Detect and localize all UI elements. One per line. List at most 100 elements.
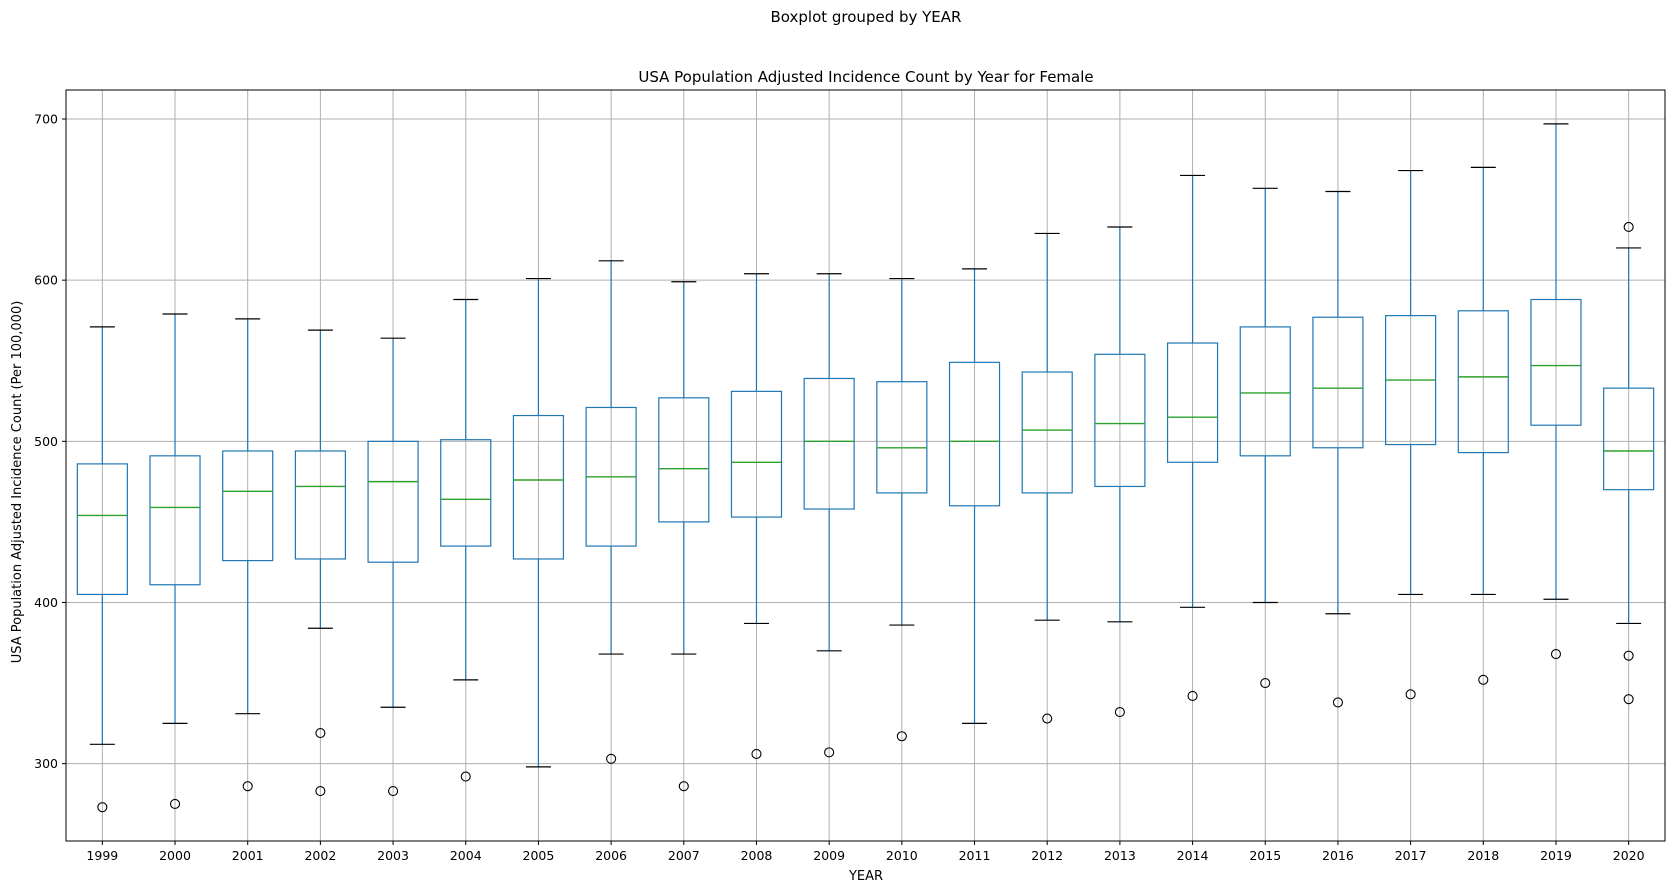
grid-lines — [66, 90, 1665, 841]
iqr-box — [440, 439, 492, 547]
x-tick-label: 2006 — [595, 848, 627, 863]
box-2004 — [440, 298, 492, 782]
y-tick-label: 400 — [34, 595, 58, 610]
iqr-box — [367, 440, 419, 563]
iqr-box — [1166, 342, 1219, 463]
iqr-box — [1603, 387, 1655, 491]
iqr-box — [294, 450, 346, 560]
axis-ticks: 300 400 500 600 700 1999 2000 2001 2002 2003 2004 2… — [34, 112, 1644, 863]
x-tick-label: 2010 — [886, 848, 918, 863]
flier-point — [1405, 689, 1416, 700]
flier-point — [1478, 674, 1489, 685]
flier-point — [1623, 650, 1634, 661]
x-tick-label: 2001 — [232, 848, 264, 863]
flier-point — [1623, 694, 1634, 705]
flier-point — [1623, 221, 1634, 233]
x-tick-label: 2013 — [1104, 848, 1136, 863]
box-2000 — [149, 313, 201, 809]
plot-frame — [65, 89, 1666, 842]
iqr-box — [512, 414, 565, 560]
iqr-box — [1094, 353, 1146, 488]
box-1999 — [76, 326, 128, 813]
box-2011 — [948, 268, 1001, 724]
box-2008 — [730, 273, 783, 760]
box-2018 — [1457, 166, 1509, 685]
y-tick-label: 500 — [34, 434, 58, 449]
chart-suptitle: Boxplot grouped by YEAR — [771, 8, 962, 26]
boxes — [76, 123, 1655, 813]
x-tick-label: 2008 — [741, 848, 773, 863]
x-tick-label: 1999 — [86, 848, 118, 863]
box-2010 — [876, 277, 928, 742]
box-2003 — [367, 337, 419, 797]
box-2020 — [1603, 221, 1655, 705]
iqr-box — [1239, 326, 1291, 457]
x-tick-label: 2011 — [959, 848, 991, 863]
x-tick-label: 2007 — [668, 848, 700, 863]
x-tick-label: 2019 — [1540, 848, 1572, 863]
iqr-box — [1021, 371, 1073, 494]
y-tick-label: 300 — [34, 756, 58, 771]
box-2007 — [658, 281, 710, 792]
flier-point — [678, 781, 689, 792]
x-tick-label: 2016 — [1322, 848, 1354, 863]
iqr-box — [803, 377, 855, 510]
box-2009 — [803, 273, 855, 758]
x-tick-label: 2002 — [304, 848, 336, 863]
flier-point — [1042, 713, 1053, 724]
iqr-box — [1530, 298, 1582, 426]
box-2001 — [222, 318, 274, 792]
x-tick-label: 2015 — [1249, 848, 1281, 863]
box-2013 — [1094, 226, 1146, 718]
flier-point — [315, 727, 326, 739]
flier-point — [751, 748, 762, 760]
x-axis-label: YEAR — [848, 869, 883, 884]
flier-point — [1332, 697, 1343, 708]
box-2015 — [1239, 187, 1291, 689]
x-tick-label: 2014 — [1177, 848, 1209, 863]
x-tick-label: 2003 — [377, 848, 409, 863]
box-2006 — [585, 260, 637, 764]
iqr-box — [658, 397, 710, 523]
box-2019 — [1530, 123, 1582, 660]
x-tick-label: 2004 — [450, 848, 482, 863]
box-2016 — [1312, 190, 1364, 708]
flier-point — [169, 798, 181, 809]
box-2014 — [1166, 174, 1219, 702]
y-tick-label: 600 — [34, 273, 58, 288]
iqr-box — [730, 390, 783, 518]
x-tick-label: 2009 — [813, 848, 845, 863]
flier-point — [1550, 649, 1562, 660]
flier-point — [1260, 678, 1271, 689]
flier-point — [388, 785, 399, 797]
box-2017 — [1385, 169, 1437, 700]
flier-point — [1187, 690, 1198, 702]
flier-point — [896, 731, 907, 742]
x-tick-label: 2012 — [1031, 848, 1063, 863]
iqr-box — [876, 381, 928, 494]
box-2002 — [294, 329, 346, 797]
x-tick-label: 2017 — [1395, 848, 1427, 863]
iqr-box — [76, 463, 128, 596]
iqr-box — [149, 455, 201, 586]
iqr-box — [1457, 310, 1509, 454]
x-tick-label: 2000 — [159, 848, 191, 863]
x-tick-label: 2018 — [1467, 848, 1499, 863]
y-tick-label: 700 — [34, 112, 58, 127]
flier-point — [315, 785, 326, 797]
iqr-box — [948, 361, 1001, 507]
iqr-box — [222, 450, 274, 562]
flier-point — [824, 747, 835, 758]
flier-point — [460, 771, 471, 782]
flier-point — [606, 753, 617, 764]
x-tick-label: 2020 — [1613, 848, 1645, 863]
x-tick-label: 2005 — [523, 848, 555, 863]
iqr-box — [1312, 316, 1364, 449]
box-2012 — [1021, 232, 1073, 724]
chart-title: USA Population Adjusted Incidence Count … — [638, 68, 1093, 86]
box-2005 — [512, 277, 565, 768]
flier-point — [97, 802, 108, 813]
flier-point — [1114, 707, 1125, 718]
y-axis-label: USA Population Adjusted Incidence Count … — [10, 301, 25, 664]
